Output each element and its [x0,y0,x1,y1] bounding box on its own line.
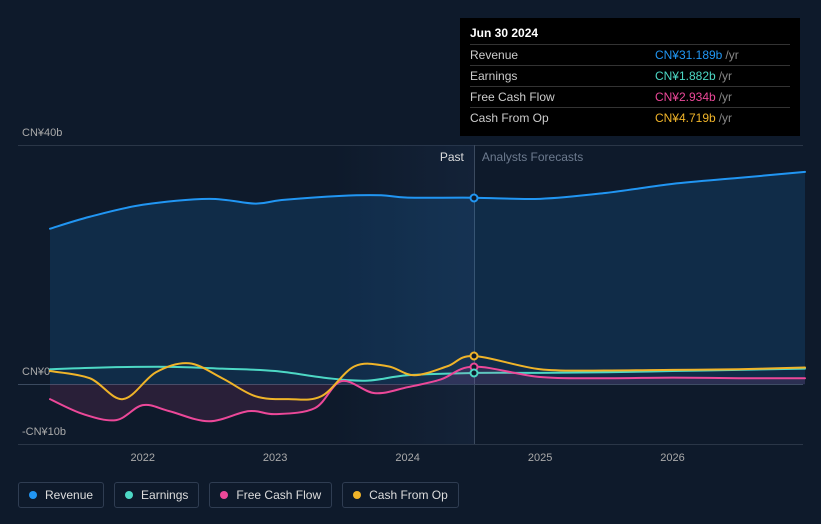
legend-item-fcf[interactable]: Free Cash Flow [209,482,332,508]
tooltip-row: Cash From OpCN¥4.719b/yr [470,108,790,129]
tooltip-row-value: CN¥1.882b/yr [655,66,790,87]
legend-label: Revenue [45,488,93,502]
tooltip-date: Jun 30 2024 [470,26,790,44]
legend-label: Cash From Op [369,488,448,502]
tooltip-row: RevenueCN¥31.189b/yr [470,45,790,66]
tooltip-row-value: CN¥31.189b/yr [655,45,790,66]
x-axis-label: 2025 [528,452,552,464]
tooltip-row-value: CN¥4.719b/yr [655,108,790,129]
legend-label: Earnings [141,488,188,502]
x-axis-label: 2023 [263,452,287,464]
tooltip-row-label: Free Cash Flow [470,87,655,108]
marker-earnings [469,368,478,377]
legend-item-earnings[interactable]: Earnings [114,482,199,508]
tooltip-row-value: CN¥2.934b/yr [655,87,790,108]
tooltip-row-label: Revenue [470,45,655,66]
tooltip-row: EarningsCN¥1.882b/yr [470,66,790,87]
legend-dot-icon [29,491,37,499]
legend-dot-icon [220,491,228,499]
tooltip-row-label: Earnings [470,66,655,87]
marker-cfo [469,351,478,360]
x-axis-label: 2022 [130,452,154,464]
marker-revenue [469,193,478,202]
legend-label: Free Cash Flow [236,488,321,502]
chart-tooltip: Jun 30 2024 RevenueCN¥31.189b/yrEarnings… [460,18,800,136]
financial-chart: CN¥40bCN¥0-CN¥10b PastAnalysts Forecasts… [0,0,821,524]
legend-item-revenue[interactable]: Revenue [18,482,104,508]
tooltip-row: Free Cash FlowCN¥2.934b/yr [470,87,790,108]
legend-item-cfo[interactable]: Cash From Op [342,482,459,508]
chart-legend: Revenue Earnings Free Cash Flow Cash From O… [18,482,459,508]
legend-dot-icon [125,491,133,499]
series-fill-revenue [50,172,805,384]
x-axis-label: 2026 [660,452,684,464]
legend-dot-icon [353,491,361,499]
x-axis-label: 2024 [395,452,419,464]
tooltip-row-label: Cash From Op [470,108,655,129]
